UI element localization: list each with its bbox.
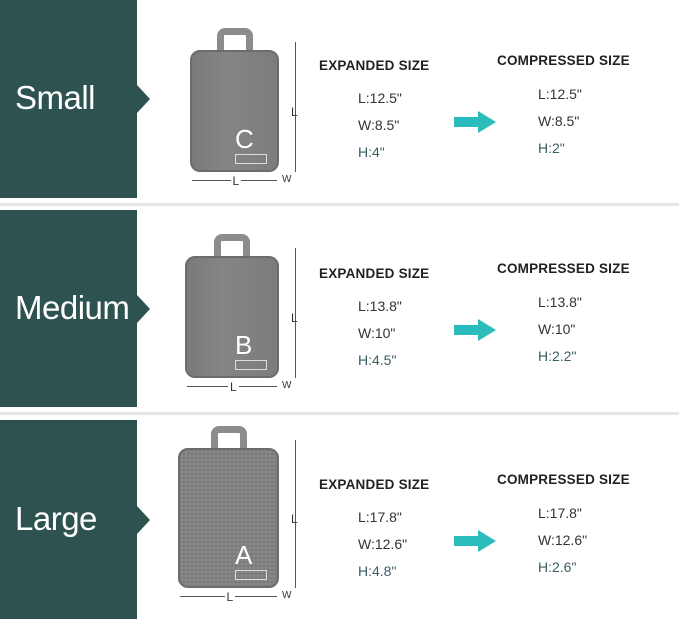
bag-tag bbox=[235, 570, 267, 580]
section-divider bbox=[0, 203, 679, 206]
expanded-length: L:17.8" bbox=[358, 509, 402, 525]
bag-letter: B bbox=[235, 330, 253, 360]
bag-body bbox=[178, 448, 279, 588]
length-label: L bbox=[291, 105, 298, 119]
size-label-panel: Large bbox=[0, 420, 150, 619]
bag-letter: C bbox=[235, 124, 254, 154]
compressed-height: H:2.2" bbox=[538, 348, 577, 364]
compressed-size-header: COMPRESSED SIZE bbox=[497, 261, 630, 276]
expanded-height: H:4.5" bbox=[358, 352, 397, 368]
expanded-width: W:8.5" bbox=[358, 117, 400, 133]
size-section-1: Medium B L L W EXPANDED SIZE COMPRESSED … bbox=[0, 210, 679, 407]
bag-handle bbox=[210, 426, 247, 449]
length-label: L bbox=[291, 512, 298, 526]
compressed-length: L:13.8" bbox=[538, 294, 582, 310]
expanded-length: L:13.8" bbox=[358, 298, 402, 314]
expanded-size-header: EXPANDED SIZE bbox=[319, 477, 430, 492]
size-label-panel: Small bbox=[0, 0, 150, 198]
expanded-width: W:10" bbox=[358, 325, 396, 341]
width-length-label: L bbox=[224, 590, 236, 604]
size-label-panel: Medium bbox=[0, 210, 150, 407]
bag-tag bbox=[235, 154, 267, 164]
arrow-right-icon bbox=[454, 111, 496, 133]
section-divider bbox=[0, 412, 679, 415]
compressed-width: W:10" bbox=[538, 321, 576, 337]
bag-body bbox=[190, 50, 279, 172]
length-label: L bbox=[291, 311, 298, 325]
length-arrow-vertical bbox=[295, 248, 296, 378]
expanded-length: L:12.5" bbox=[358, 90, 402, 106]
expanded-size-header: EXPANDED SIZE bbox=[319, 266, 430, 281]
width-length-label: L bbox=[228, 380, 239, 394]
size-name: Small bbox=[15, 79, 96, 116]
bag-letter: A bbox=[235, 540, 253, 570]
size-section-0: Small C L L W EXPANDED SIZE COMPRESSED S… bbox=[0, 0, 679, 198]
compressed-height: H:2.6" bbox=[538, 559, 577, 575]
expanded-size-header: EXPANDED SIZE bbox=[319, 58, 430, 73]
bag-handle bbox=[214, 234, 250, 257]
width-label: W bbox=[282, 380, 292, 391]
length-arrow-vertical bbox=[295, 440, 296, 588]
arrow-right-icon bbox=[454, 530, 496, 552]
expanded-height: H:4.8" bbox=[358, 563, 397, 579]
compressed-size-header: COMPRESSED SIZE bbox=[497, 53, 630, 68]
width-length-label: L bbox=[230, 174, 242, 188]
width-label: W bbox=[282, 174, 292, 185]
compressed-length: L:17.8" bbox=[538, 505, 582, 521]
compressed-height: H:2" bbox=[538, 140, 565, 156]
compressed-size-header: COMPRESSED SIZE bbox=[497, 472, 630, 487]
expanded-height: H:4" bbox=[358, 144, 385, 160]
arrow-right-icon bbox=[454, 319, 496, 341]
compressed-length: L:12.5" bbox=[538, 86, 582, 102]
size-name: Large bbox=[15, 499, 97, 537]
compressed-width: W:8.5" bbox=[538, 113, 580, 129]
bag-body bbox=[185, 256, 279, 378]
bag-tag bbox=[235, 360, 267, 370]
bag-handle bbox=[216, 28, 253, 51]
expanded-width: W:12.6" bbox=[358, 536, 408, 552]
width-label: W bbox=[282, 590, 292, 601]
compressed-width: W:12.6" bbox=[538, 532, 588, 548]
size-name: Medium bbox=[15, 288, 130, 326]
length-arrow-vertical bbox=[295, 42, 296, 172]
size-section-2: Large A L L W EXPANDED SIZE COMPRESSED S… bbox=[0, 420, 679, 619]
